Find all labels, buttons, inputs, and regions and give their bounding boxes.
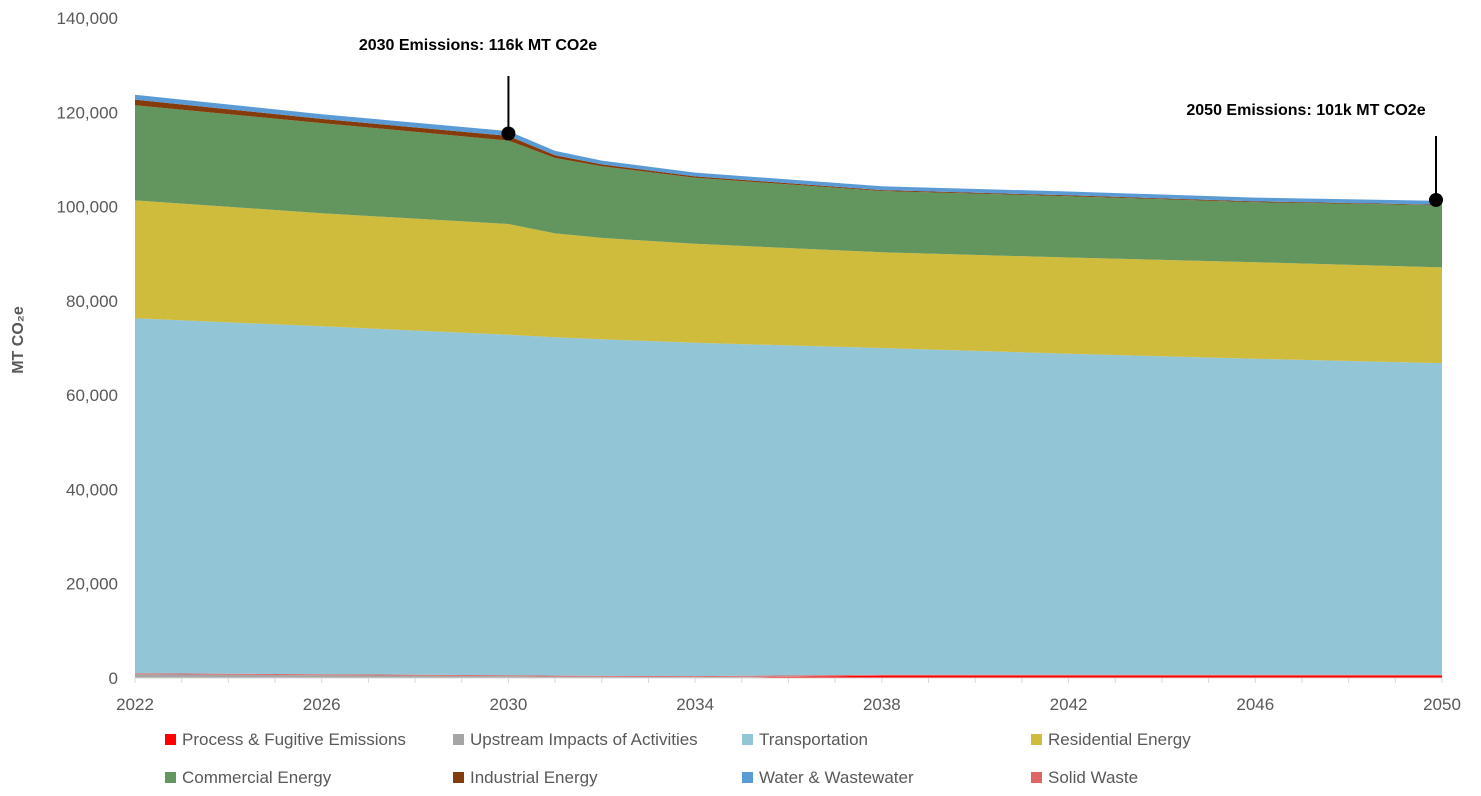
- legend-label-commercial-energy: Commercial Energy: [182, 768, 332, 787]
- area-commercial-energy: [135, 105, 1442, 268]
- area-upstream-impacts-of-activities: [135, 674, 1442, 678]
- legend-label-solid-waste: Solid Waste: [1048, 768, 1138, 787]
- annotation-marker: [501, 126, 516, 141]
- area-transportation: [135, 318, 1442, 677]
- x-tick-label: 2042: [1050, 695, 1088, 714]
- y-tick-label: 40,000: [66, 480, 118, 499]
- legend-swatch-upstream-impacts-of-activities: [453, 734, 464, 745]
- area-water-wastewater: [135, 94, 1442, 205]
- annotation-label: 2050 Emissions: 101k MT CO2e: [1186, 102, 1425, 119]
- x-tick-label: 2038: [863, 695, 901, 714]
- x-tick-label: 2022: [116, 695, 154, 714]
- legend-label-upstream-impacts-of-activities: Upstream Impacts of Activities: [470, 730, 698, 749]
- y-tick-label: 60,000: [66, 386, 118, 405]
- y-tick-label: 120,000: [57, 103, 118, 122]
- axes: [134, 677, 1443, 683]
- annotation-label: 2030 Emissions: 116k MT CO2e: [359, 37, 597, 54]
- y-tick-label: 140,000: [57, 9, 118, 28]
- legend-swatch-residential-energy: [1031, 734, 1042, 745]
- x-tick-label: 2026: [303, 695, 341, 714]
- y-tick-label: 0: [109, 669, 118, 688]
- legend: Process & Fugitive Emissions Upstream Imp…: [165, 730, 1191, 787]
- x-tick-label: 2046: [1236, 695, 1274, 714]
- y-tick-label: 80,000: [66, 292, 118, 311]
- legend-swatch-solid-waste: [1031, 772, 1042, 783]
- legend-swatch-water-wastewater: [742, 772, 753, 783]
- y-tick-label: 100,000: [57, 198, 118, 217]
- legend-label-residential-energy: Residential Energy: [1048, 730, 1191, 749]
- annotations: 2030 Emissions: 116k MT CO2e 2050 Emissio…: [359, 37, 1443, 207]
- annotation-marker: [1429, 192, 1443, 207]
- legend-swatch-process-fugitive-emissions: [165, 734, 176, 745]
- legend-label-process-fugitive-emissions: Process & Fugitive Emissions: [182, 730, 406, 749]
- y-axis-title: MT CO₂e: [10, 306, 27, 374]
- legend-label-industrial-energy: Industrial Energy: [470, 768, 598, 787]
- legend-swatch-transportation: [742, 734, 753, 745]
- area-residential-energy: [135, 200, 1442, 364]
- tick-labels: 0 20,000 40,000 60,000 80,000 100,000 120,000 1…: [57, 9, 1461, 714]
- y-tick-label: 20,000: [66, 575, 118, 594]
- legend-label-water-wastewater: Water & Wastewater: [759, 768, 914, 787]
- legend-swatch-commercial-energy: [165, 772, 176, 783]
- x-tick-label: 2050: [1423, 695, 1461, 714]
- legend-label-transportation: Transportation: [759, 730, 868, 749]
- x-tick-label: 2030: [490, 695, 528, 714]
- area-industrial-energy: [135, 99, 1442, 206]
- area-solid-waste: [135, 673, 1442, 678]
- x-tick-label: 2034: [676, 695, 714, 714]
- legend-swatch-industrial-energy: [453, 772, 464, 783]
- stacked-areas: [135, 94, 1442, 678]
